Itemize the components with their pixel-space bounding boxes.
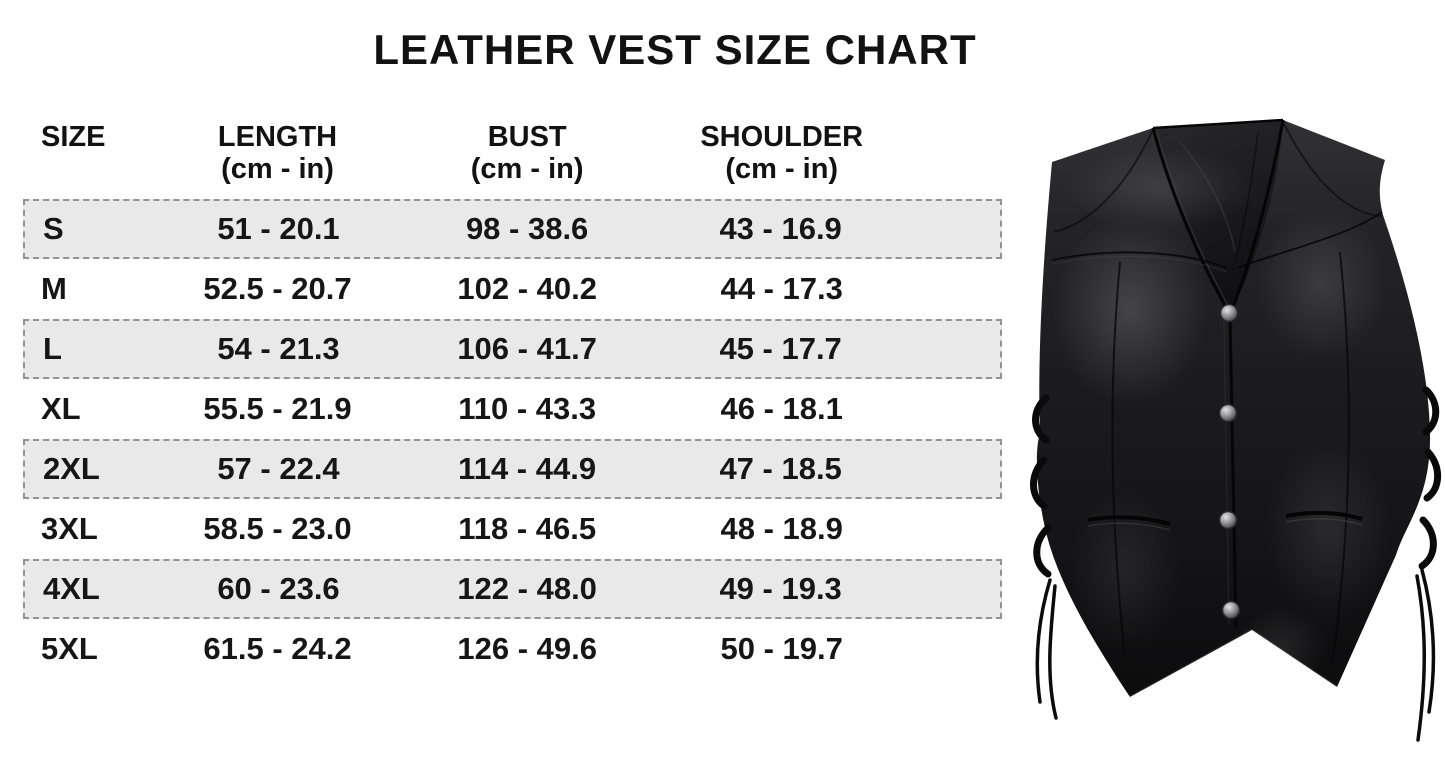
column-header-unit: (cm - in) (725, 152, 839, 185)
cell-size: 4XL (43, 571, 100, 606)
cell-size: S (43, 211, 64, 246)
cell-shoulder: 48 - 18.9 (720, 511, 843, 546)
cell-bust: 114 - 44.9 (458, 451, 597, 486)
page-title: LEATHER VEST SIZE CHART (373, 26, 977, 73)
column-header-label: LENGTH (217, 121, 338, 153)
table-row-4xl: 4XL 60 - 23.6 122 - 48.0 49 - 19.3 (23, 559, 1002, 619)
column-header-shoulder: SHOULDER (cm - in) (659, 121, 904, 186)
table-header-row: SIZE LENGTH (cm - in) BUST (cm - in) SHO… (23, 121, 1002, 199)
table-row-5xl: 5XL 61.5 - 24.2 126 - 49.6 50 - 19.7 (23, 619, 1002, 679)
cell-shoulder: 43 - 16.9 (719, 211, 842, 246)
cell-shoulder: 45 - 17.7 (719, 331, 842, 366)
cell-size: 3XL (41, 511, 98, 546)
column-header-size: SIZE (23, 121, 160, 154)
cell-length: 55.5 - 21.9 (203, 391, 352, 426)
cell-shoulder: 46 - 18.1 (720, 391, 843, 426)
table-row-xl: XL 55.5 - 21.9 110 - 43.3 46 - 18.1 (23, 379, 1002, 439)
cell-length: 58.5 - 23.0 (203, 511, 352, 546)
cell-bust: 110 - 43.3 (458, 391, 597, 426)
column-header-unit: (cm - in) (470, 152, 584, 185)
cell-size: 2XL (43, 451, 100, 486)
cell-size: L (43, 331, 62, 366)
cell-length: 61.5 - 24.2 (203, 631, 352, 666)
column-header-length: LENGTH (cm - in) (160, 121, 395, 186)
snap-buttons (1218, 303, 1241, 620)
column-header-bust: BUST (cm - in) (395, 121, 659, 186)
cell-length: 52.5 - 20.7 (203, 271, 352, 306)
table-row-3xl: 3XL 58.5 - 23.0 118 - 46.5 48 - 18.9 (23, 499, 1002, 559)
table-row-s: S 51 - 20.1 98 - 38.6 43 - 16.9 (23, 199, 1002, 259)
column-header-label: BUST (487, 121, 567, 153)
cell-bust: 98 - 38.6 (465, 211, 589, 246)
cell-bust: 102 - 40.2 (457, 271, 597, 306)
cell-bust: 106 - 41.7 (457, 331, 597, 366)
table-row-m: M 52.5 - 20.7 102 - 40.2 44 - 17.3 (23, 259, 1002, 319)
cell-bust: 122 - 48.0 (457, 571, 597, 606)
cell-size: XL (41, 391, 81, 426)
cell-size: 5XL (41, 631, 98, 666)
cell-length: 54 - 21.3 (217, 331, 340, 366)
cell-shoulder: 50 - 19.7 (720, 631, 843, 666)
column-header-unit: (cm - in) (221, 152, 334, 185)
leather-vest-illustration (1030, 118, 1442, 742)
cell-shoulder: 44 - 17.3 (720, 271, 843, 306)
cell-length: 57 - 22.4 (217, 451, 340, 486)
column-header-label: SHOULDER (700, 121, 864, 153)
leather-vest-photo (1030, 100, 1445, 760)
size-table: SIZE LENGTH (cm - in) BUST (cm - in) SHO… (23, 121, 1002, 679)
table-row-2xl: 2XL 57 - 22.4 114 - 44.9 47 - 18.5 (23, 439, 1002, 499)
table-row-l: L 54 - 21.3 106 - 41.7 45 - 17.7 (23, 319, 1002, 379)
cell-bust: 126 - 49.6 (457, 631, 597, 666)
cell-shoulder: 49 - 19.3 (719, 571, 842, 606)
cell-length: 60 - 23.6 (217, 571, 340, 606)
cell-length: 51 - 20.1 (217, 211, 340, 246)
cell-bust: 118 - 46.5 (458, 511, 597, 546)
column-header-label: SIZE (41, 121, 106, 153)
cell-shoulder: 47 - 18.5 (719, 451, 842, 486)
cell-size: M (41, 271, 67, 306)
